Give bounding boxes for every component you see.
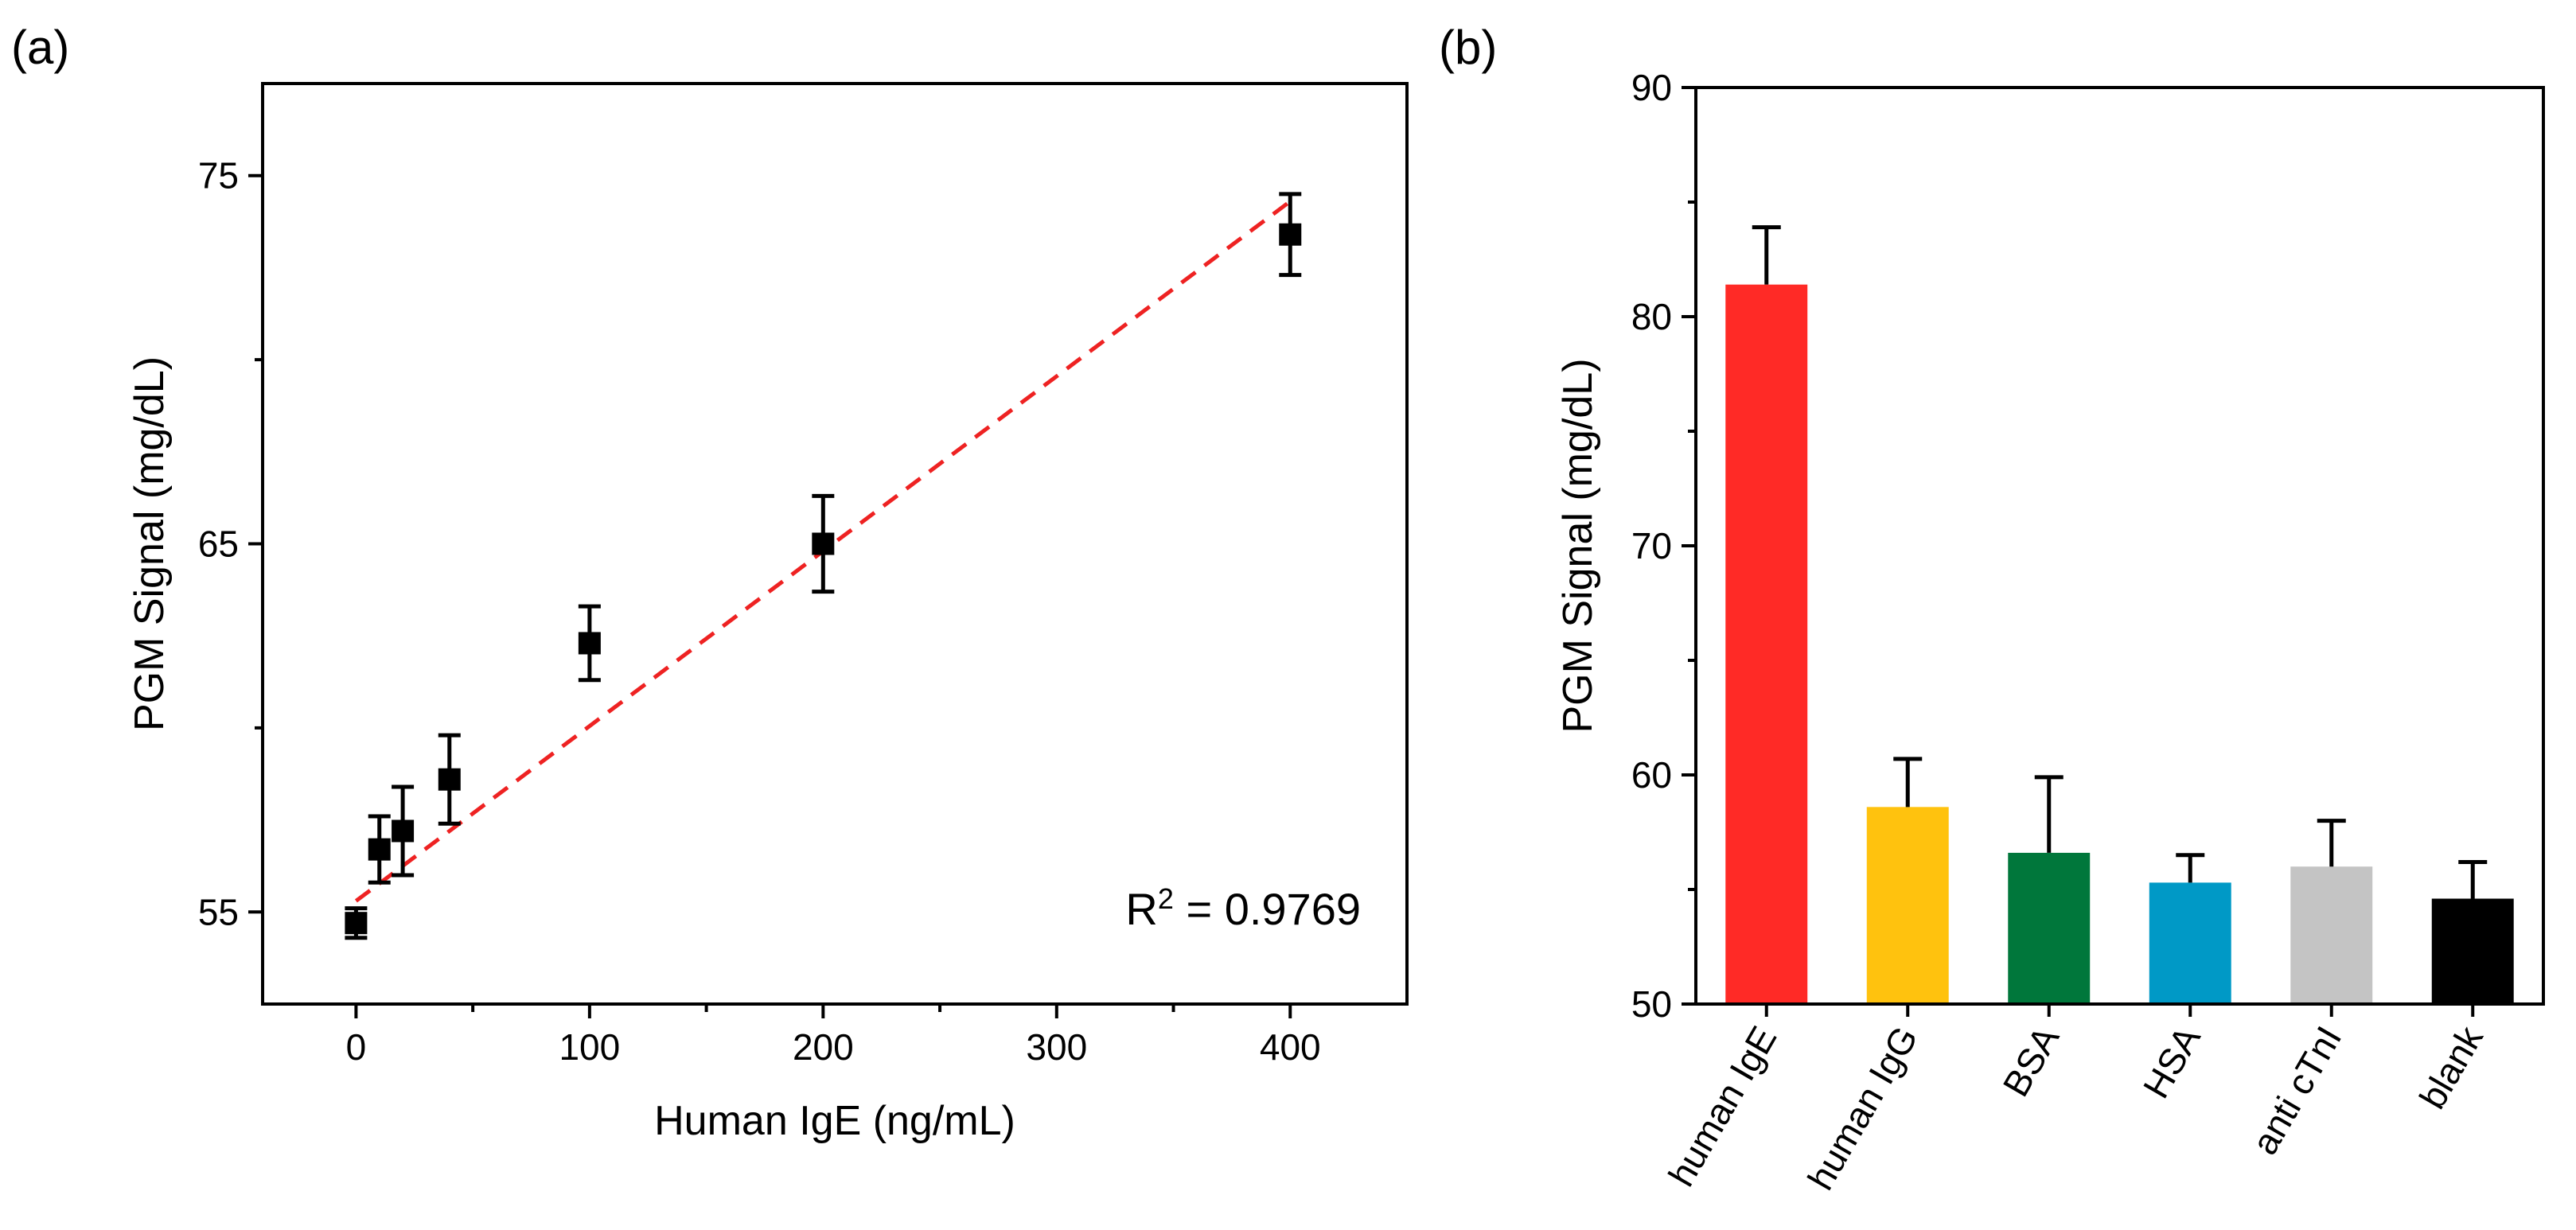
panel-b-y-tick-label: 80 — [1631, 296, 1672, 337]
panel-b-error-bar — [2458, 859, 2488, 899]
data-point — [578, 632, 601, 655]
bar — [1725, 284, 1808, 1004]
bar — [2149, 882, 2231, 1004]
panel-b-y-axis-title: PGM Signal (mg/dL) — [1555, 358, 1601, 733]
panel-b-error-bar — [2176, 853, 2205, 883]
data-point — [392, 819, 415, 843]
panel-a-error-bars — [345, 192, 1302, 940]
data-point — [438, 768, 461, 791]
panel-b-ticks: 50 60 70 80 90 — [1631, 67, 1696, 1025]
data-point — [368, 838, 391, 861]
panel-b-error-bar — [2317, 819, 2346, 867]
panel-a-plot-frame — [261, 82, 1409, 1006]
bar — [1866, 807, 1949, 1004]
panel-a-y-tick-label: 75 — [198, 155, 239, 197]
bar — [2290, 866, 2373, 1004]
panel-a-x-tick-label: 200 — [793, 1026, 854, 1068]
category-label: human IgG — [1799, 1019, 1926, 1197]
panel-b-error-bars — [1752, 225, 2488, 899]
panel-b-y-tick-label: 50 — [1631, 983, 1672, 1025]
category-label: anti cTnI — [2243, 1019, 2349, 1162]
panel-b-y-tick-label: 60 — [1631, 754, 1672, 796]
panel-a-y-tick-label: 55 — [198, 891, 239, 932]
panel-a-x-tick-label: 100 — [559, 1026, 620, 1068]
data-point — [1279, 223, 1302, 246]
panel-a-y-axis-title: PGM Signal (mg/dL) — [127, 356, 173, 731]
data-point — [345, 912, 368, 935]
panel-b-category-labels: human IgE human IgG BSA HSA anti cTnI blank — [1660, 1004, 2491, 1197]
panel-a-x-axis-title: Human IgE (ng/mL) — [654, 1098, 1015, 1144]
panel-b-error-bar — [2034, 775, 2064, 853]
panel-b-y-tick-label: 90 — [1631, 67, 1672, 108]
panel-b-y-tick-label: 70 — [1631, 525, 1672, 566]
panel-a-x-tick-label: 300 — [1026, 1026, 1087, 1068]
panel-a-points — [345, 223, 1302, 935]
r-squared-superscript: 2 — [1158, 882, 1174, 915]
category-label: HSA — [2135, 1019, 2208, 1105]
r-squared-base: R — [1125, 884, 1157, 934]
category-label: BSA — [1994, 1019, 2067, 1103]
panel-a-scatter-chart: (a) 0 100 200 300 400 55 65 75 Human IgE (ng/mL… — [11, 21, 1409, 1144]
panel-b-bar-chart: (b) 50 60 70 80 90 human IgE human IgG BSA HSA a… — [1439, 21, 2545, 1197]
r-squared-annotation: R2 = 0.9769 — [1125, 882, 1361, 935]
panel-b-bars — [1725, 284, 2514, 1004]
panel-a-y-tick-label: 65 — [198, 524, 239, 565]
panel-b-plot-frame — [1694, 86, 2545, 1006]
panel-b-label: (b) — [1439, 21, 1497, 74]
panel-b-error-bar — [1752, 225, 1781, 285]
bar — [2008, 852, 2091, 1004]
r-squared-value: = 0.9769 — [1174, 884, 1361, 934]
category-label: blank — [2411, 1018, 2492, 1115]
panel-a-x-tick-label: 0 — [346, 1026, 367, 1068]
bar — [2431, 898, 2514, 1004]
panel-a-label: (a) — [11, 21, 69, 74]
panel-a-x-tick-label: 400 — [1260, 1026, 1321, 1068]
data-point — [812, 532, 835, 555]
panel-b-error-bar — [1893, 757, 1923, 808]
panel-a-ticks: 0 100 200 300 400 55 65 75 — [198, 155, 1321, 1068]
category-label: human IgE — [1660, 1019, 1784, 1193]
